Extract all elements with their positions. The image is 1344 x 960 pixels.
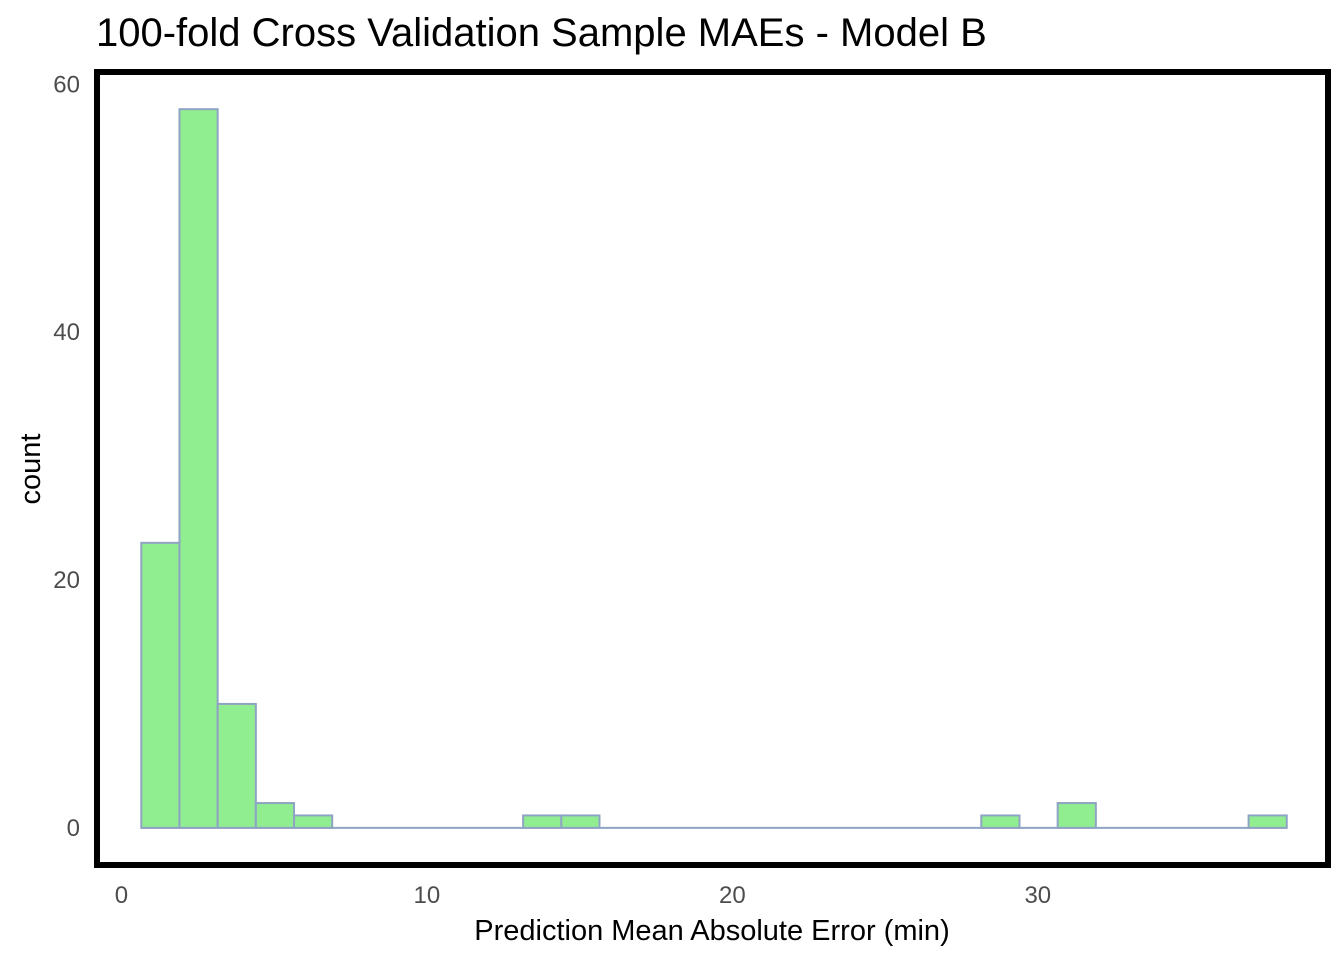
histogram-bar: [522, 814, 563, 829]
x-tick-label: 30: [1024, 882, 1051, 909]
y-axis-title: count: [15, 434, 47, 505]
histogram-bar: [560, 814, 601, 829]
histogram-bar: [140, 541, 181, 829]
histogram-bar: [980, 814, 1021, 829]
chart-title: 100-fold Cross Validation Sample MAEs - …: [96, 11, 987, 55]
histogram-bar: [216, 702, 257, 829]
histogram-bar: [1056, 802, 1097, 829]
y-tick-label: 60: [53, 71, 80, 98]
x-axis-ticks: 0 10 20 30: [115, 882, 1051, 909]
panel-border: [94, 69, 1331, 868]
y-tick-label: 40: [53, 319, 80, 346]
y-axis-ticks: 0 20 40 60: [53, 71, 80, 841]
x-tick-label: 0: [115, 882, 128, 909]
histogram-bar: [254, 802, 296, 829]
y-tick-label: 0: [67, 815, 80, 842]
histogram-bars: [140, 108, 1288, 829]
histogram-bar: [1247, 814, 1288, 829]
histogram-bar: [178, 108, 219, 829]
y-tick-label: 20: [53, 567, 80, 594]
x-tick-label: 20: [719, 882, 746, 909]
x-axis-title: Prediction Mean Absolute Error (min): [474, 915, 949, 947]
x-tick-label: 10: [414, 882, 441, 909]
histogram-bar: [293, 814, 334, 829]
